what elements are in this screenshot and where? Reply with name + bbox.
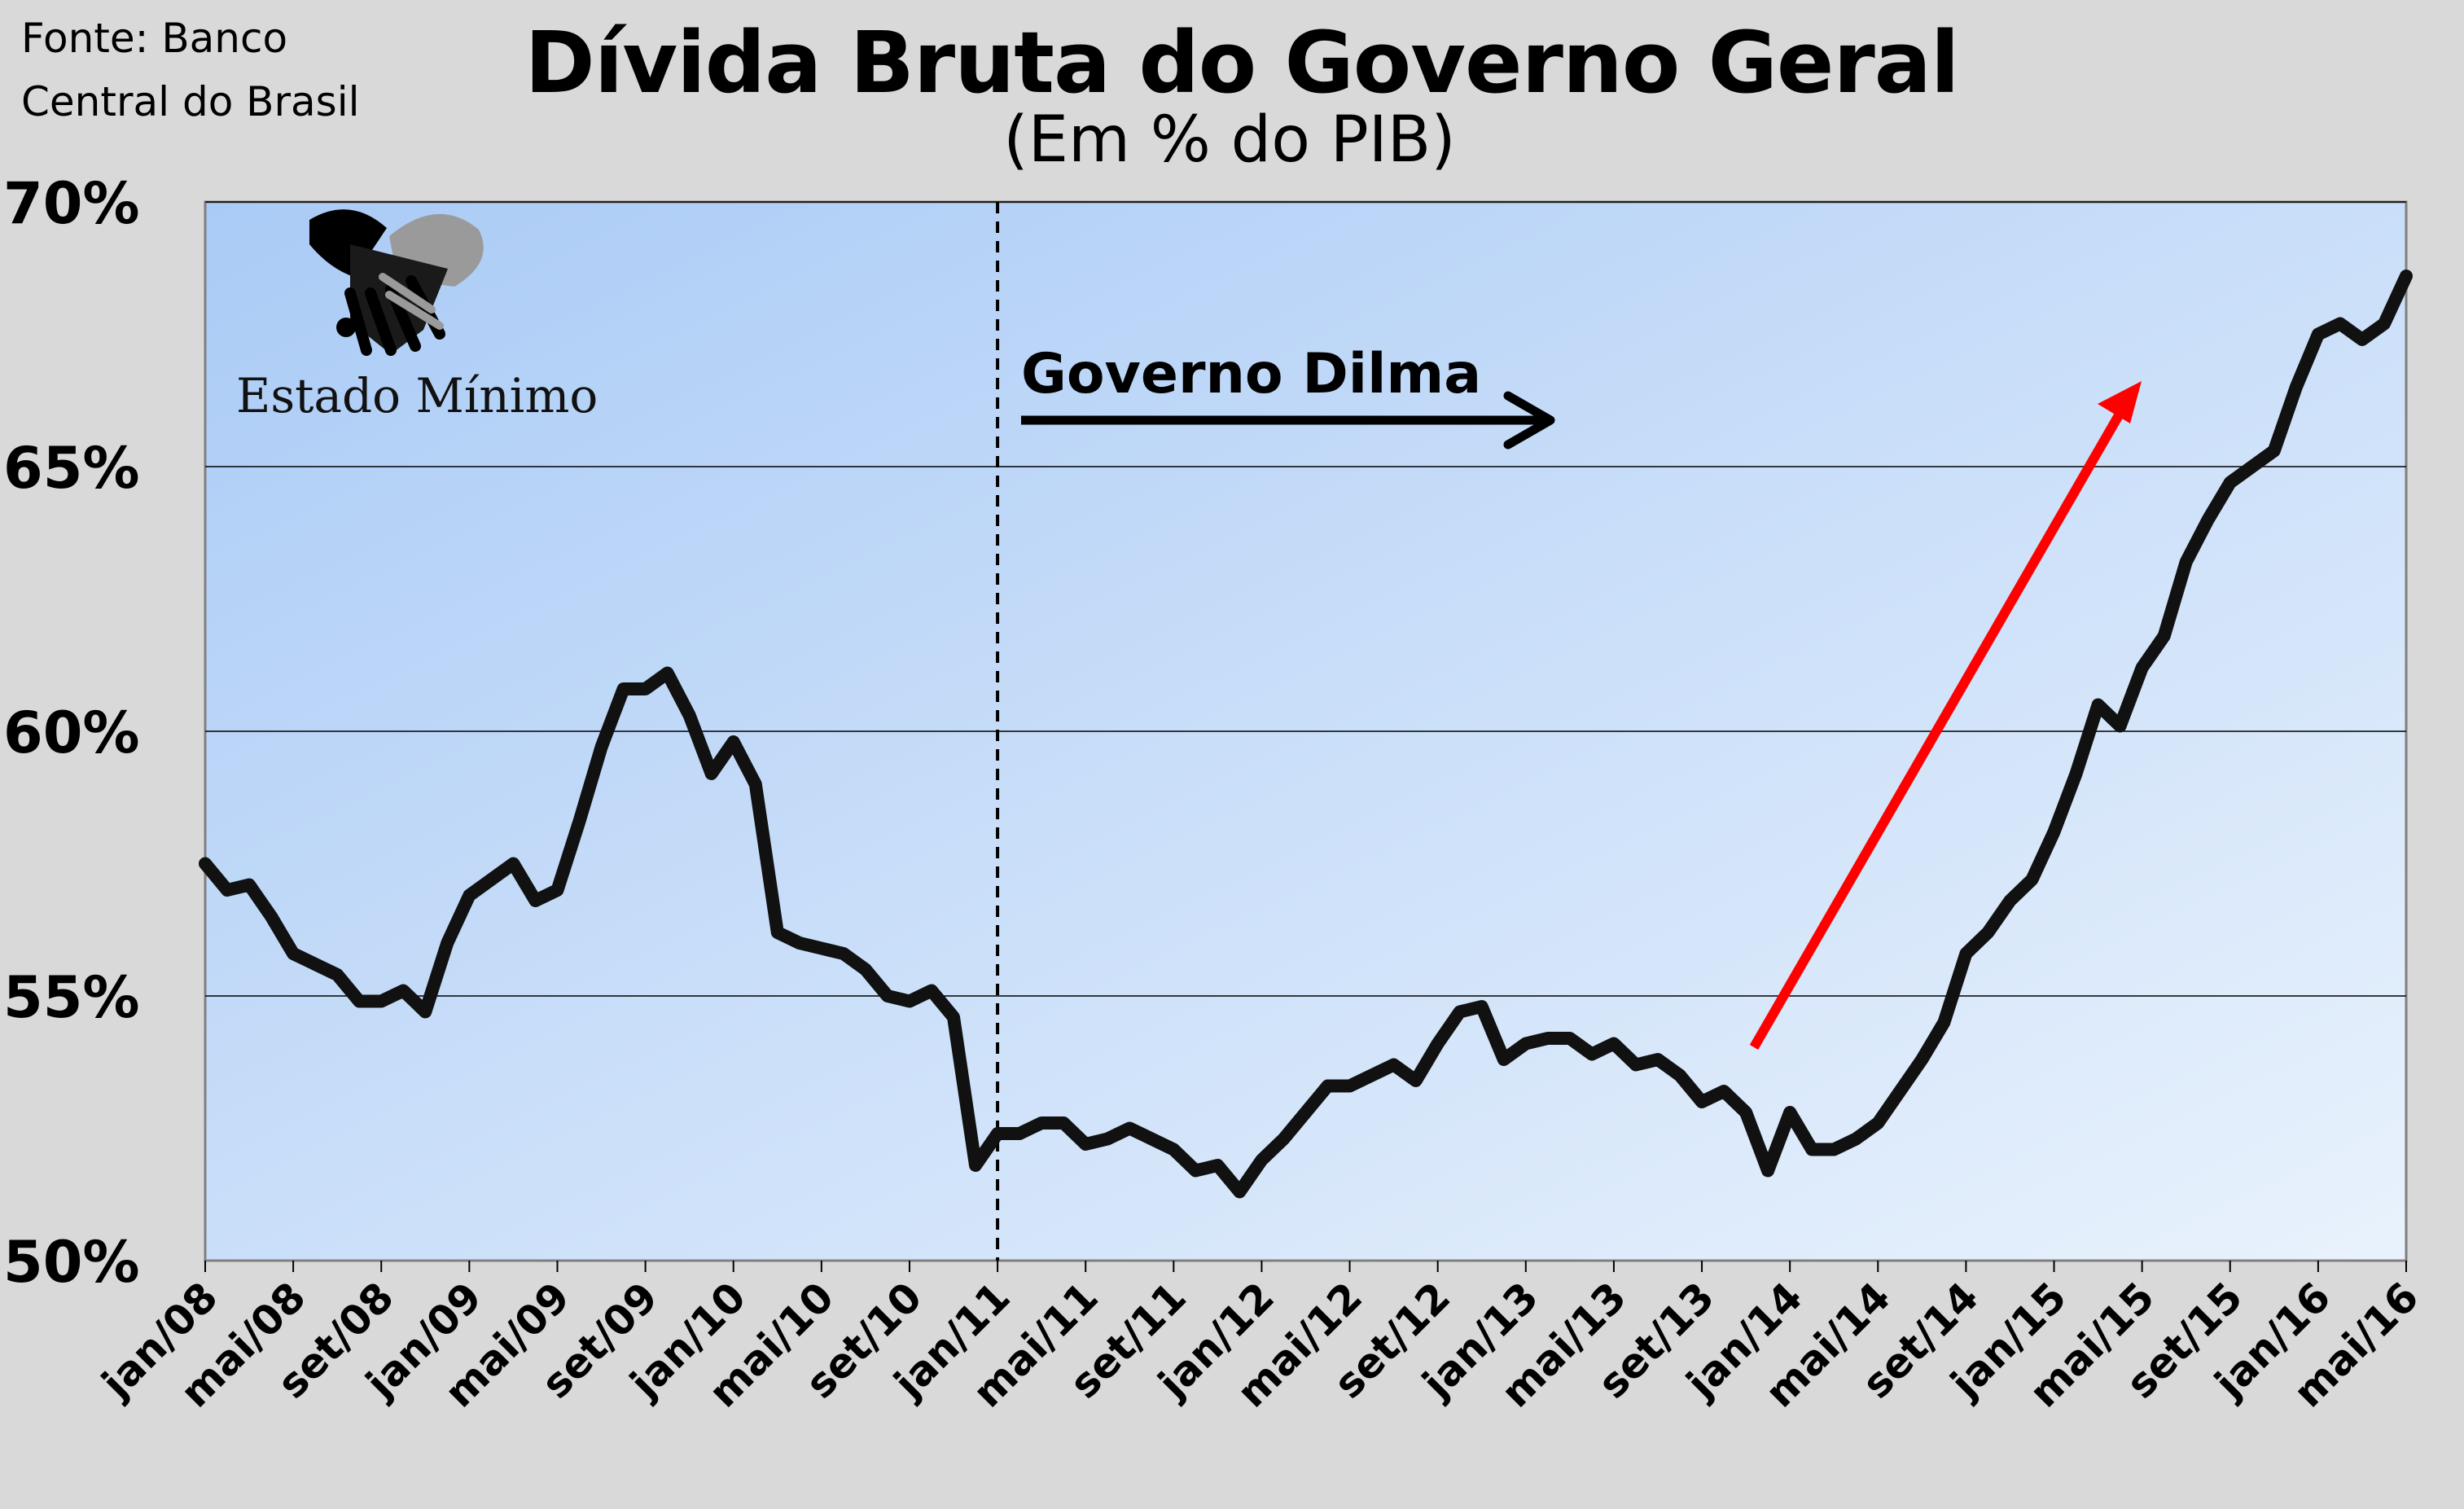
chart-subtitle: (Em % do PIB) bbox=[1003, 103, 1456, 177]
chart-title: Dívida Bruta do Governo Geral bbox=[524, 13, 1959, 112]
trend-arrow bbox=[1749, 381, 2142, 1050]
handshake-logo-icon bbox=[309, 209, 484, 356]
source-line-1: Fonte: Banco bbox=[21, 15, 288, 62]
x-axis: jan/08mai/08set/08jan/09mai/09set/09jan/… bbox=[92, 1261, 2427, 1416]
y-tick-label: 55% bbox=[3, 964, 140, 1031]
y-tick-label: 50% bbox=[3, 1229, 140, 1296]
gridlines bbox=[205, 201, 2406, 997]
source-line-2: Central do Brasil bbox=[21, 78, 360, 125]
logo-text: Estado Mínimo bbox=[236, 368, 598, 423]
governo-dilma-label: Governo Dilma bbox=[1021, 342, 1482, 406]
source-note: Fonte: Banco Central do Brasil bbox=[21, 7, 404, 134]
governo-dilma-arrow bbox=[1021, 391, 1555, 450]
y-tick-label: 65% bbox=[3, 435, 140, 502]
y-tick-label: 70% bbox=[3, 170, 140, 237]
series-line bbox=[199, 270, 2413, 1199]
y-axis: 50% 55% 60% 65% 70% bbox=[3, 170, 140, 1296]
y-tick-label: 60% bbox=[3, 700, 140, 766]
